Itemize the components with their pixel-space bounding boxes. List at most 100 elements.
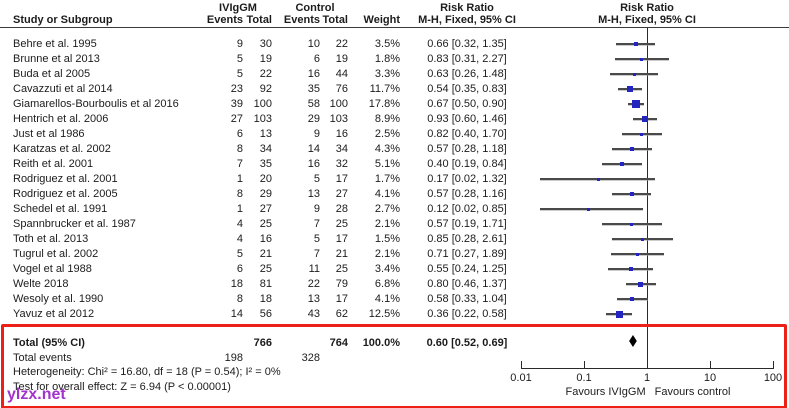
risk-ratio-ci-text: 0.58 [0.33, 1.04] — [427, 293, 507, 305]
study-weight: 3.5% — [374, 38, 400, 50]
effect-point-marker — [587, 207, 591, 211]
study-name: Just et al 1986 — [13, 128, 85, 140]
risk-ratio-ci-text: 0.57 [0.19, 1.71] — [427, 218, 507, 230]
control-total: 27 — [335, 188, 348, 200]
iviggm-events: 8 — [236, 293, 243, 305]
group-header-iviggm: IVIgGM — [219, 2, 257, 14]
risk-ratio-ci-text: 0.82 [0.40, 1.70] — [427, 128, 507, 140]
control-total: 44 — [335, 68, 348, 80]
study-name: Tugrul et al. 2002 — [13, 248, 99, 260]
control-events: 22 — [307, 278, 320, 290]
iviggm-total: 22 — [259, 68, 272, 80]
iviggm-events: 9 — [236, 38, 243, 50]
risk-ratio-ci-text: 0.66 [0.32, 1.35] — [427, 38, 507, 50]
iviggm-events-header: Events — [206, 14, 243, 26]
study-weight: 2.1% — [374, 248, 400, 260]
study-name: Giamarellos-Bourboulis et al 2016 — [13, 98, 179, 110]
iviggm-total: 16 — [259, 233, 272, 245]
iviggm-events: 5 — [236, 68, 243, 80]
effect-point-marker — [640, 132, 644, 136]
control-events: 58 — [307, 98, 320, 110]
effect-point-marker — [641, 237, 645, 241]
study-weight: 4.1% — [374, 293, 400, 305]
control-events: 14 — [307, 143, 320, 155]
control-events: 16 — [307, 158, 320, 170]
iviggm-events: 4 — [236, 233, 243, 245]
study-name: Welte 2018 — [13, 278, 69, 290]
study-weight: 1.7% — [374, 173, 400, 185]
mh-fixed-text-header: M-H, Fixed, 95% CI — [418, 14, 516, 26]
effect-point-marker — [630, 222, 634, 226]
study-weight: 2.7% — [374, 203, 400, 215]
study-weight: 1.8% — [374, 53, 400, 65]
control-events-header: Events — [283, 14, 320, 26]
control-events: 16 — [307, 68, 320, 80]
iviggm-events: 8 — [236, 143, 243, 155]
control-total: 16 — [335, 128, 348, 140]
effect-point-marker — [627, 86, 634, 92]
study-name: Toth et al. 2013 — [13, 233, 89, 245]
effect-point-marker — [597, 177, 601, 181]
total-events-iviggm: 198 — [224, 352, 243, 364]
iviggm-events: 1 — [236, 173, 243, 185]
control-events: 35 — [307, 83, 320, 95]
risk-ratio-text-header: Risk Ratio — [440, 2, 494, 14]
iviggm-events: 14 — [230, 308, 243, 320]
control-events: 29 — [307, 113, 320, 125]
control-events: 6 — [313, 53, 320, 65]
control-events: 5 — [313, 233, 320, 245]
study-weight: 11.7% — [369, 83, 400, 95]
risk-ratio-ci-text: 0.40 [0.19, 0.84] — [427, 158, 507, 170]
study-name: Rodriguez et al. 2001 — [13, 173, 118, 185]
total-row-label: Total (95% CI) — [13, 337, 85, 349]
axis-favours-labels: Favours IVIgGM Favours control — [517, 385, 779, 399]
risk-ratio-ci-text: 0.57 [0.28, 1.18] — [427, 143, 507, 155]
risk-ratio-ci-text: 0.83 [0.31, 2.27] — [427, 53, 507, 65]
effect-point-marker — [629, 147, 634, 151]
effect-point-marker — [636, 252, 640, 256]
study-name: Reith et al. 2001 — [13, 158, 94, 170]
study-name: Behre et al. 1995 — [13, 38, 97, 50]
control-total: 32 — [335, 158, 348, 170]
iviggm-total: 27 — [259, 203, 272, 215]
total-events-label: Total events — [13, 352, 72, 364]
effect-point-marker — [615, 310, 623, 318]
study-weight: 4.1% — [374, 188, 400, 200]
iviggm-events: 7 — [236, 158, 243, 170]
x-axis-tick — [647, 361, 648, 369]
control-events: 7 — [313, 218, 320, 230]
study-name: Wesoly et al. 1990 — [13, 293, 104, 305]
risk-ratio-ci-text: 0.36 [0.22, 0.58] — [427, 308, 507, 320]
iviggm-total: 25 — [259, 218, 272, 230]
favours-right-label: Favours control — [654, 386, 731, 398]
weight-column-header: Weight — [363, 14, 400, 26]
control-total: 25 — [335, 263, 348, 275]
study-name: Buda et al 2005 — [13, 68, 91, 80]
control-total: 19 — [335, 53, 348, 65]
effect-point-marker — [638, 281, 644, 287]
control-total: 21 — [335, 248, 348, 260]
iviggm-events: 4 — [236, 218, 243, 230]
iviggm-total: 56 — [259, 308, 272, 320]
control-total: 62 — [335, 308, 348, 320]
effect-point-marker — [632, 100, 641, 108]
iviggm-total: 21 — [259, 248, 272, 260]
control-events: 9 — [313, 128, 320, 140]
iviggm-events: 5 — [236, 53, 243, 65]
study-name: Schedel et al. 1991 — [13, 203, 108, 215]
effect-point-marker — [629, 192, 634, 196]
risk-ratio-ci-text: 0.57 [0.28, 1.16] — [427, 188, 507, 200]
study-weight: 6.8% — [374, 278, 400, 290]
risk-ratio-plot-header: Risk Ratio — [620, 2, 674, 14]
control-events: 9 — [313, 203, 320, 215]
heterogeneity-stats: Heterogeneity: Chi² = 16.80, df = 18 (P … — [13, 366, 281, 378]
null-effect-line — [647, 28, 648, 368]
control-total: 17 — [335, 293, 348, 305]
iviggm-events: 6 — [236, 128, 243, 140]
control-events: 5 — [313, 173, 320, 185]
risk-ratio-ci-text: 0.71 [0.27, 1.89] — [427, 248, 507, 260]
total-events-control: 328 — [301, 352, 320, 364]
control-total: 34 — [335, 143, 348, 155]
effect-point-marker — [619, 162, 624, 166]
